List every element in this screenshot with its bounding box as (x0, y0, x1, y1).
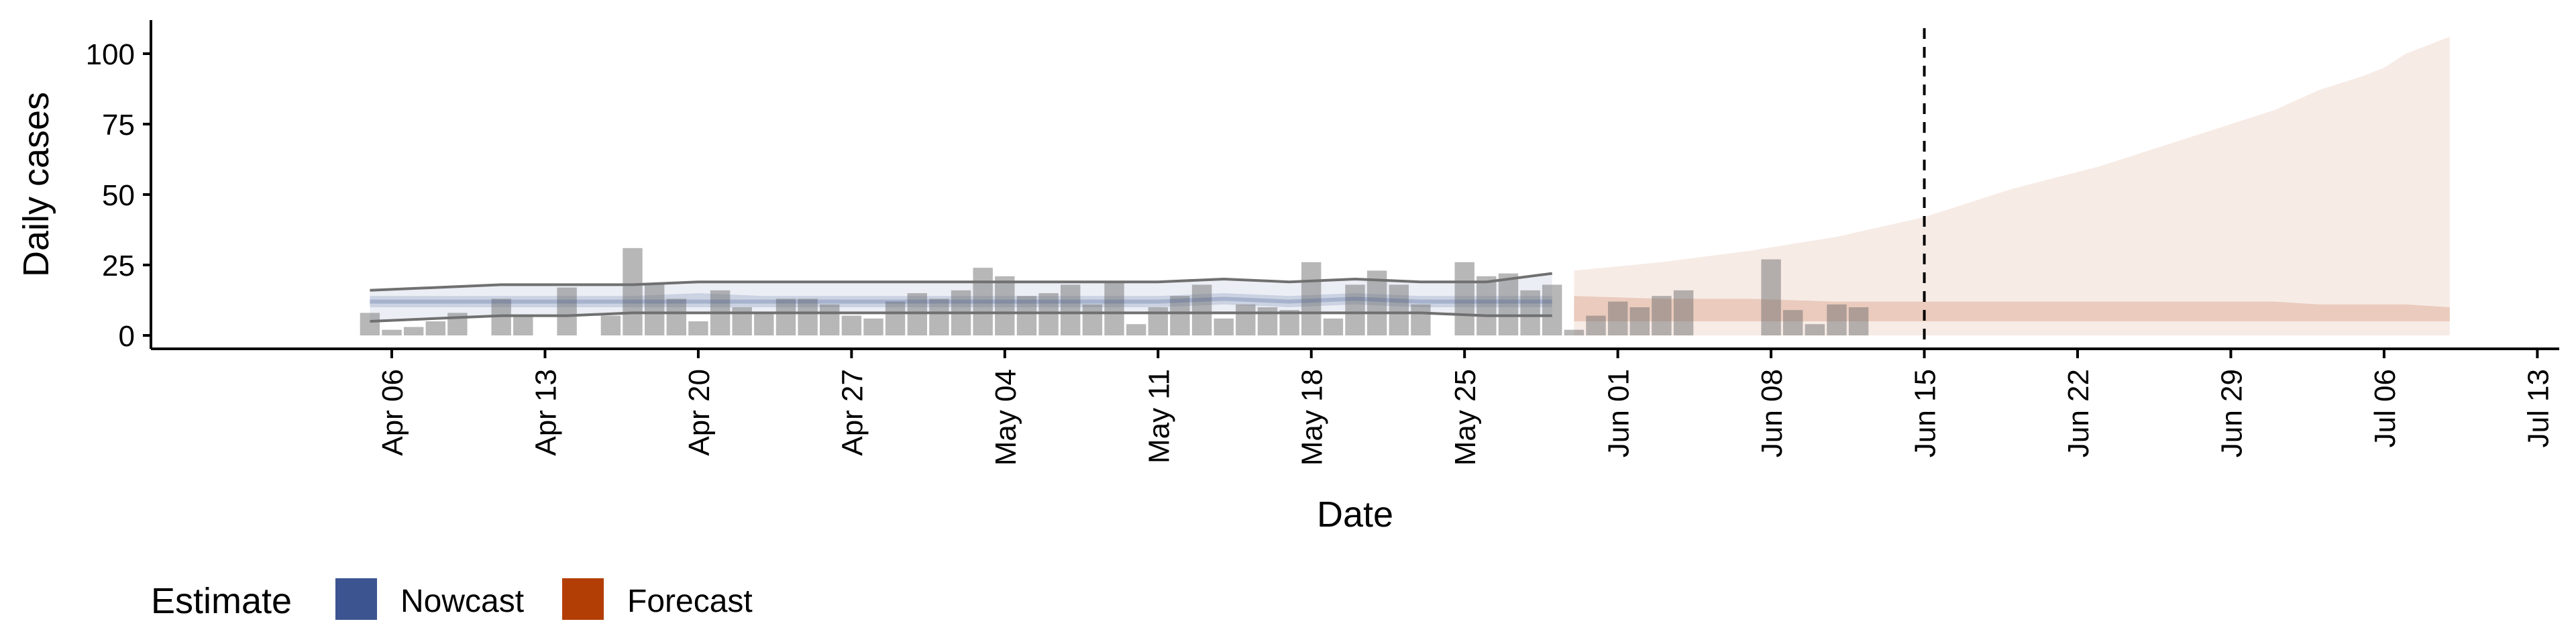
case-bar (666, 299, 686, 335)
nowcast-lower-line (370, 311, 1552, 323)
case-bar (1236, 304, 1256, 335)
y-tick-label: 100 (86, 38, 135, 71)
case-bar (1016, 296, 1037, 335)
x-tick-label: Apr 13 (530, 369, 563, 456)
case-bar (1389, 284, 1409, 335)
case-bar (754, 313, 774, 335)
case-bar (1148, 307, 1168, 335)
case-bar (775, 299, 796, 335)
case-bar (1498, 273, 1519, 335)
case-bar (557, 287, 577, 335)
nowcast-upper-line (370, 272, 1552, 292)
x-tick-label: May 11 (1142, 369, 1175, 464)
x-tick-label: Jun 01 (1603, 369, 1635, 458)
case-bar (1761, 259, 1781, 335)
case-bar (1061, 284, 1081, 335)
case-bar (1191, 284, 1212, 335)
case-bar (360, 313, 380, 335)
case-bar (798, 299, 818, 335)
legend-swatch-nowcast (335, 578, 377, 620)
case-bar (1454, 262, 1474, 335)
y-ticks: 0 25 50 75 100 (86, 38, 151, 353)
case-bar (1082, 304, 1103, 335)
case-bar (1520, 290, 1540, 335)
case-bar (1805, 324, 1825, 335)
x-ticks: Apr 06 Apr 13 Apr 20 Apr 27 May 04 May 11 May … (376, 349, 2555, 466)
case-bar (623, 248, 643, 335)
case-bar (1827, 304, 1847, 335)
x-tick-label: May 18 (1296, 369, 1329, 466)
case-bar (1586, 315, 1606, 335)
case-bar (600, 315, 621, 335)
y-axis-title: Daily cases (16, 92, 56, 277)
case-bar (841, 315, 862, 335)
case-bars (360, 248, 1869, 335)
nowcast-median-line (370, 297, 1552, 304)
x-tick-label: Apr 20 (683, 369, 716, 456)
legend-title: Estimate (151, 581, 292, 621)
case-bar (863, 318, 883, 335)
legend-swatch-forecast (562, 578, 604, 620)
case-bar (820, 304, 840, 335)
case-bar (1411, 304, 1431, 335)
case-bar (1477, 276, 1497, 335)
case-bar (1279, 310, 1299, 335)
x-tick-label: Jul 06 (2369, 369, 2402, 447)
case-bar (929, 299, 949, 335)
y-tick-label: 25 (102, 250, 135, 282)
case-bar (973, 268, 993, 335)
case-bar (688, 321, 708, 335)
case-bar (1301, 262, 1322, 335)
x-tick-label: Jun 08 (1756, 369, 1788, 458)
case-bar (907, 293, 927, 335)
x-tick-label: Jul 13 (2522, 369, 2555, 447)
x-tick-label: Apr 27 (836, 369, 869, 456)
case-bar (1608, 301, 1628, 335)
y-tick-label: 0 (119, 320, 135, 353)
y-tick-label: 50 (102, 179, 135, 212)
case-bar (1257, 307, 1278, 335)
case-bar (1542, 284, 1562, 335)
x-tick-label: Jun 15 (1909, 369, 1942, 458)
case-bar (1345, 284, 1365, 335)
axes (150, 20, 2559, 350)
x-tick-label: May 25 (1449, 369, 1482, 466)
estimate-lines (370, 272, 1552, 323)
forecast-band-90 (1574, 36, 2450, 336)
estimate-bands (370, 36, 2450, 336)
x-tick-label: Apr 06 (376, 369, 409, 456)
case-bar (1126, 324, 1146, 335)
case-bar (1652, 296, 1672, 335)
legend: Estimate Nowcast Forecast (151, 578, 753, 621)
case-bar (1104, 282, 1124, 335)
case-bar (645, 284, 665, 335)
case-bar (1848, 307, 1869, 335)
x-tick-label: Jun 22 (2062, 369, 2095, 458)
y-tick-label: 75 (102, 109, 135, 142)
case-bar (425, 321, 445, 335)
case-bar (513, 315, 533, 335)
case-bar (382, 329, 402, 335)
case-bar (404, 327, 424, 335)
x-tick-label: May 04 (989, 369, 1022, 466)
case-bar (732, 307, 752, 335)
case-bar (1629, 307, 1650, 335)
case-bar (885, 301, 906, 335)
legend-label-nowcast: Nowcast (400, 584, 524, 619)
legend-label-forecast: Forecast (627, 584, 753, 619)
case-bar (995, 276, 1015, 335)
case-bar (1038, 293, 1059, 335)
case-bar (1564, 329, 1585, 335)
case-bar (1214, 318, 1234, 335)
case-bar (1323, 318, 1344, 335)
case-bar (1170, 296, 1190, 335)
case-bar (1673, 290, 1694, 335)
x-axis-title: Date (1317, 494, 1393, 535)
case-bar (1783, 310, 1803, 335)
x-tick-label: Jun 29 (2216, 369, 2249, 458)
